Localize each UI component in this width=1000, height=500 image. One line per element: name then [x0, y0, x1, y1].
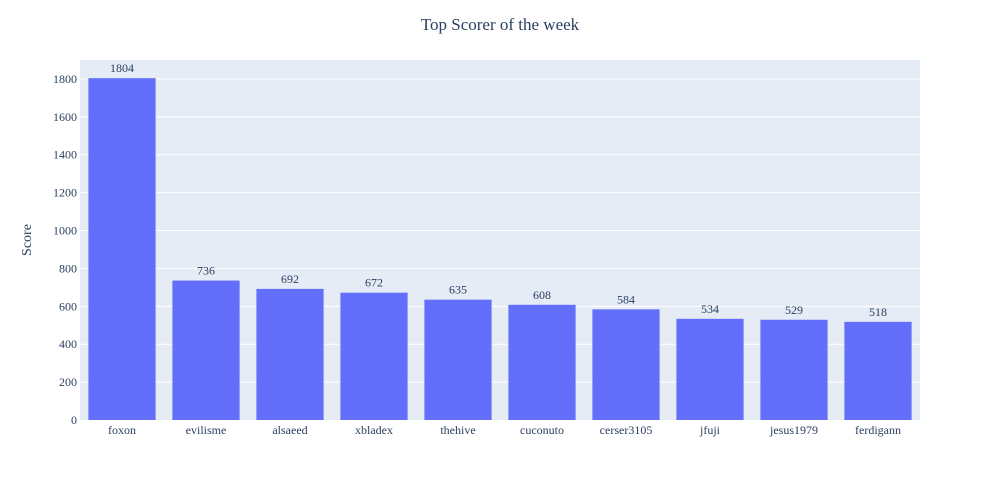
x-tick-label: ferdigann	[855, 423, 901, 437]
data-label: 584	[617, 292, 635, 306]
y-tick-label: 1200	[53, 186, 77, 200]
x-tick-label: jfuji	[699, 423, 721, 437]
data-label: 529	[785, 303, 803, 317]
bar-thehive[interactable]	[424, 299, 492, 420]
data-label: 534	[701, 302, 719, 316]
y-ticks: 0 200 400 600 800 1000 1200 1400 1600 1800	[53, 72, 77, 427]
data-label: 736	[197, 264, 215, 278]
bar-cuconuto[interactable]	[508, 304, 576, 420]
bar-xbladex[interactable]	[340, 292, 408, 420]
bar-jesus1979[interactable]	[760, 319, 828, 420]
y-tick-label: 1000	[53, 224, 77, 238]
bar-ferdigann[interactable]	[844, 321, 912, 420]
y-tick-label: 200	[59, 375, 77, 389]
bar-alsaeed[interactable]	[256, 288, 324, 420]
data-label: 608	[533, 288, 551, 302]
bar-foxon[interactable]	[88, 78, 156, 420]
x-tick-label: cuconuto	[520, 423, 564, 437]
y-tick-label: 600	[59, 299, 77, 313]
bar-jfuji[interactable]	[676, 318, 744, 420]
x-ticks: foxon evilisme alsaeed xbladex thehive cuconu…	[108, 423, 901, 437]
data-labels: 1804 736 692 672 635 608 584 534 529 518	[110, 61, 887, 319]
x-tick-label: cerser3105	[600, 423, 653, 437]
data-label: 518	[869, 305, 887, 319]
x-tick-label: xbladex	[355, 423, 393, 437]
bars	[88, 78, 912, 420]
data-label: 672	[365, 276, 383, 290]
y-tick-label: 800	[59, 261, 77, 275]
bar-evilisme[interactable]	[172, 280, 240, 420]
y-tick-label: 400	[59, 337, 77, 351]
y-tick-label: 1400	[53, 148, 77, 162]
y-axis-label: Score	[20, 224, 35, 256]
y-tick-label: 1600	[53, 110, 77, 124]
x-tick-label: jesus1979	[769, 423, 818, 437]
x-tick-label: alsaeed	[272, 423, 307, 437]
chart-title: Top Scorer of the week	[421, 15, 580, 34]
y-tick-label: 1800	[53, 72, 77, 86]
y-tick-label: 0	[71, 413, 77, 427]
bar-cerser3105[interactable]	[592, 309, 660, 420]
data-label: 635	[449, 283, 467, 297]
data-label: 1804	[110, 61, 134, 75]
data-label: 692	[281, 272, 299, 286]
x-tick-label: thehive	[440, 423, 475, 437]
x-tick-label: evilisme	[186, 423, 227, 437]
x-tick-label: foxon	[108, 423, 136, 437]
